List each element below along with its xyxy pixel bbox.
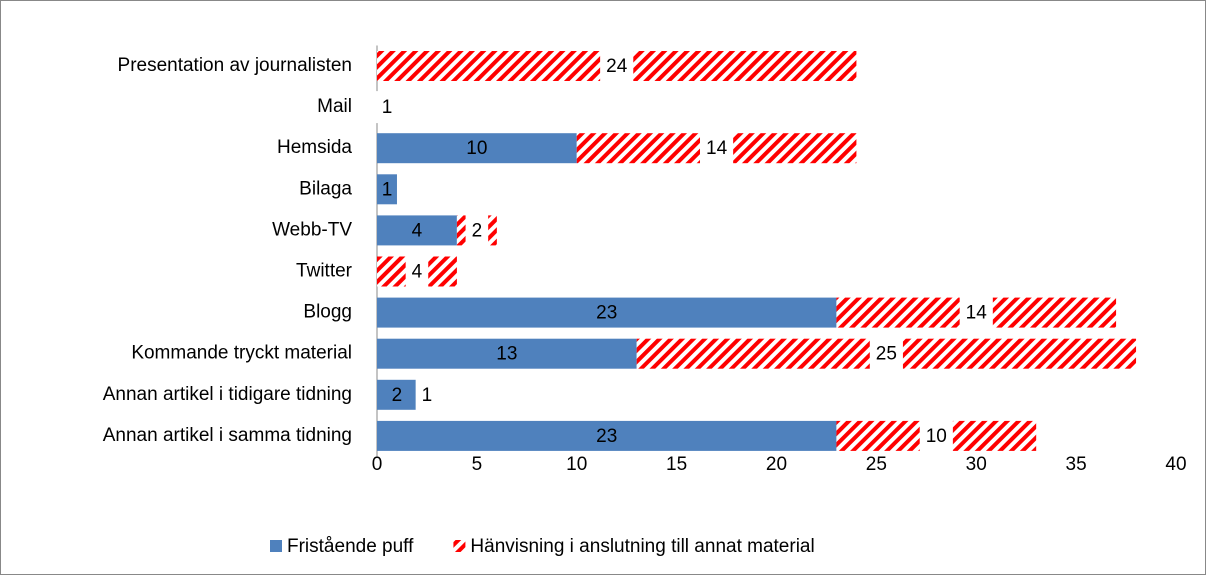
data-label: 25 (876, 344, 897, 365)
y-tick-label: Mail (317, 96, 352, 117)
legend-label: Fristående puff (287, 536, 414, 557)
data-label: 24 (606, 56, 628, 77)
data-label: 1 (382, 179, 393, 200)
x-tick-label: 40 (1165, 454, 1186, 475)
y-tick-label: Twitter (296, 261, 353, 282)
y-tick-label: Hemsida (277, 137, 352, 158)
data-label-bg (465, 214, 489, 247)
bar-segment (377, 420, 837, 451)
data-label-bg (959, 296, 993, 329)
x-tick-label: 10 (566, 454, 587, 475)
data-label: 2 (392, 385, 403, 406)
data-label: 13 (496, 344, 517, 365)
data-label: 23 (596, 426, 617, 447)
data-label: 4 (412, 220, 423, 241)
x-tick-label: 20 (766, 454, 787, 475)
data-label: 4 (412, 262, 423, 283)
y-tick-label: Annan artikel i samma tidning (103, 425, 352, 446)
bar-segment (377, 174, 397, 205)
bar-segment (377, 297, 837, 328)
y-tick-label: Bilaga (299, 178, 352, 199)
y-tick-label: Blogg (303, 302, 352, 323)
data-label: 10 (466, 138, 487, 159)
legend-label: Hänvisning i anslutning till annat mater… (470, 536, 814, 557)
y-tick-label: Presentation av journalisten (118, 55, 352, 76)
x-tick-label: 15 (666, 454, 687, 475)
legend-swatch (270, 540, 282, 552)
data-label: 10 (926, 426, 947, 447)
data-label-bg (600, 50, 634, 82)
y-tick-label: Webb-TV (272, 219, 352, 240)
bar-segment (377, 379, 417, 410)
data-label-bg (375, 91, 399, 124)
x-tick-label: 5 (472, 454, 483, 475)
data-label: 23 (596, 303, 617, 324)
bar-segment (377, 133, 577, 164)
data-label: 14 (706, 138, 728, 159)
y-tick-label: Annan artikel i tidigare tidning (103, 384, 352, 405)
data-label: 1 (422, 385, 433, 406)
data-label: 14 (966, 303, 988, 324)
x-tick-label: 0 (372, 454, 383, 475)
bar-segment (377, 338, 637, 369)
x-tick-label: 35 (1066, 454, 1087, 475)
x-tick-label: 30 (966, 454, 987, 475)
data-label-bg (405, 255, 429, 288)
data-label-bg (415, 378, 439, 411)
legend-swatch (453, 540, 466, 552)
x-tick-label: 25 (866, 454, 887, 475)
data-label-bg (700, 132, 734, 165)
y-tick-label: Kommande tryckt material (131, 343, 352, 364)
bar-segment (377, 215, 457, 246)
data-label-bg (919, 419, 953, 452)
data-label: 1 (382, 97, 393, 118)
data-label-bg (869, 337, 903, 370)
data-label: 2 (472, 220, 483, 241)
